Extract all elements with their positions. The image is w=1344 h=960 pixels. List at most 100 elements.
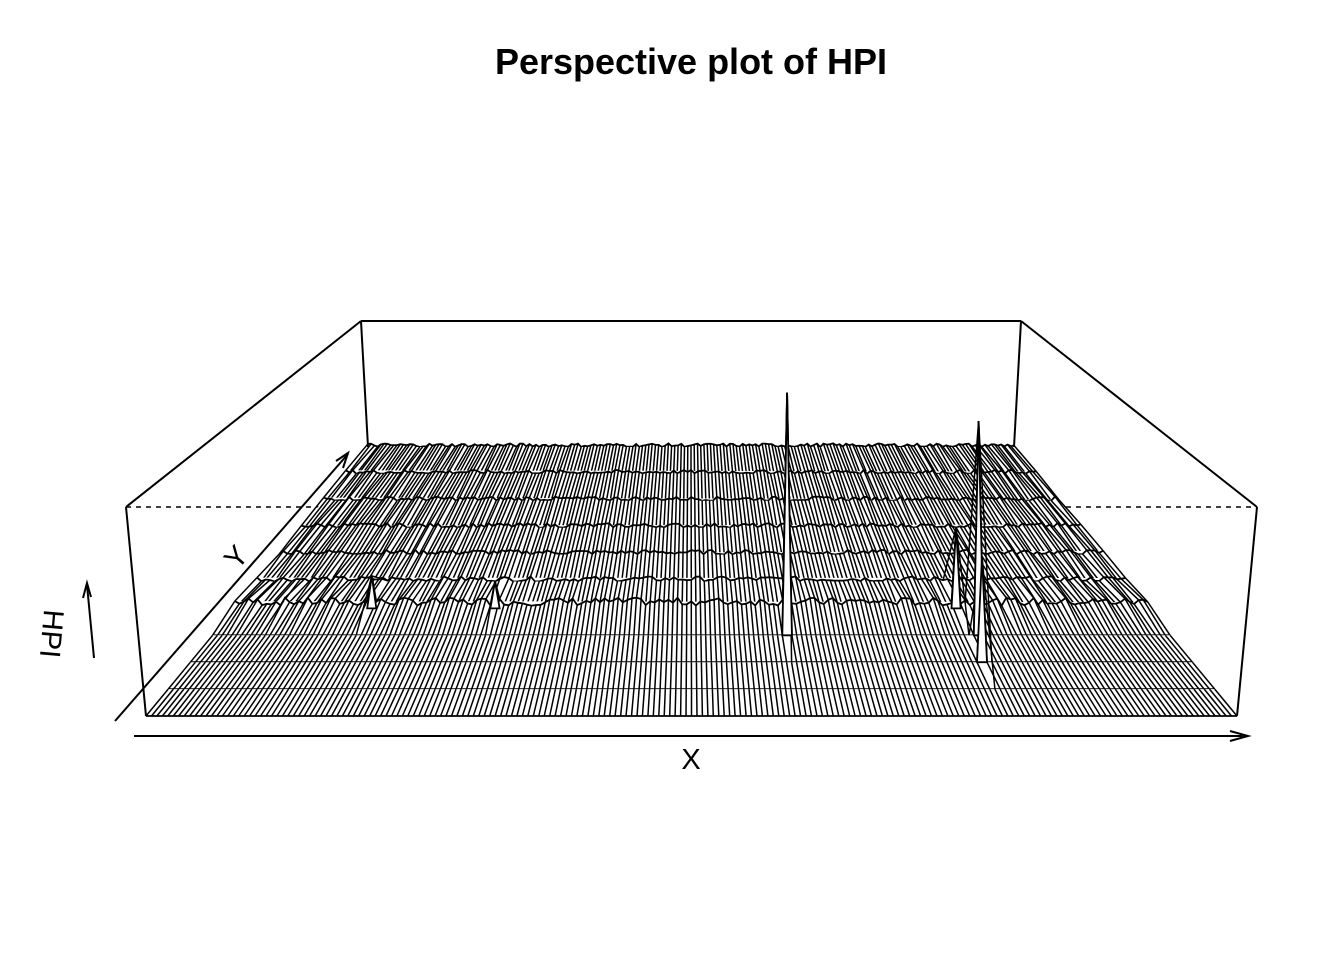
surface-column-line	[334, 661, 352, 690]
surface-column-line	[403, 661, 417, 690]
surface-column-line	[1028, 500, 1051, 526]
surface-column-line	[510, 688, 520, 717]
surface-column-line	[480, 496, 494, 525]
surface-column-line	[962, 688, 976, 717]
surface-column-line	[209, 661, 232, 690]
surface-column-line	[906, 444, 924, 474]
surface-column-line	[597, 445, 605, 474]
surface-column-line	[434, 443, 453, 472]
surface-column-line	[880, 472, 894, 502]
surface-column-line	[363, 473, 385, 499]
surface-column-line	[490, 445, 505, 473]
surface-column-line	[460, 661, 472, 690]
surface-column-line	[711, 549, 714, 580]
surface-column-line	[829, 580, 839, 604]
surface-column-line	[790, 470, 799, 501]
surface-column-line	[1006, 634, 1023, 663]
surface-column-line	[739, 553, 745, 579]
surface-column-line	[605, 635, 611, 663]
surface-column-line	[669, 523, 673, 553]
surface-column-line	[325, 688, 342, 717]
surface-column-line	[252, 580, 275, 603]
surface-column-line	[623, 599, 629, 636]
surface-column-line	[769, 473, 777, 497]
surface-column-line	[601, 662, 607, 690]
surface-column-line	[410, 526, 427, 555]
surface-column-line	[1020, 551, 1040, 582]
surface-column-line	[525, 523, 537, 552]
surface-column-line	[1053, 526, 1075, 553]
surface-column-line	[859, 499, 872, 524]
surface-column-line	[542, 526, 552, 554]
surface-column-line	[702, 527, 705, 555]
surface-column-line	[986, 526, 1005, 555]
surface-column-line	[1032, 554, 1053, 577]
surface-column-line	[269, 553, 293, 581]
plot-box	[125, 320, 1258, 717]
surface-column-line	[298, 661, 317, 690]
surface-column-line	[988, 497, 1008, 525]
surface-column-line	[696, 443, 699, 472]
surface-column-line	[1053, 553, 1074, 579]
surface-column-line	[889, 523, 903, 555]
surface-column-line	[1038, 580, 1058, 605]
surface-column-line	[660, 471, 665, 501]
surface-column-line	[416, 578, 432, 606]
surface-column-line	[402, 496, 420, 526]
box-front-left-edge	[125, 506, 147, 717]
surface-column-line	[619, 689, 625, 717]
surface-column-line	[679, 443, 683, 472]
surface-column-line	[284, 634, 305, 663]
surface-column-line	[932, 524, 948, 554]
surface-row-fill	[190, 557, 1193, 663]
surface-column-line	[887, 472, 902, 498]
surface-column-line	[957, 688, 971, 717]
surface-column-line	[980, 496, 1000, 528]
surface-column-line	[321, 550, 342, 579]
surface-column-line	[455, 527, 470, 555]
surface-column-line	[257, 578, 280, 600]
surface-column-line	[845, 662, 855, 690]
surface-column-line	[888, 500, 903, 525]
y-axis-arrow	[114, 453, 349, 722]
surface-column-line	[800, 444, 810, 472]
surface-column-line	[277, 661, 297, 690]
surface-column-line	[541, 444, 553, 473]
surface-column-line	[335, 499, 358, 529]
surface-column-line	[863, 550, 875, 582]
surface-column-line	[343, 576, 362, 603]
surface-column-line	[598, 688, 604, 717]
surface-column-line	[543, 688, 551, 717]
surface-column-line	[315, 527, 338, 555]
surface-column-line	[445, 688, 457, 717]
surface-column-line	[1020, 688, 1036, 717]
surface-column-line	[314, 661, 332, 690]
surface-column-line	[1045, 526, 1067, 551]
surface-column-line	[841, 497, 852, 527]
surface-column-line	[1001, 605, 1018, 636]
surface-column-line	[766, 471, 773, 498]
surface-column-line	[516, 688, 525, 717]
surface-column-line	[524, 444, 537, 472]
z-axis-arrowhead	[82, 579, 92, 599]
surface-column-line	[646, 471, 651, 498]
surface-column-line	[607, 551, 614, 579]
surface-column-line	[408, 661, 422, 690]
surface-column-line	[991, 661, 1007, 690]
surface-column-line	[1046, 661, 1064, 690]
surface-column-line	[528, 473, 540, 498]
surface-column-line	[921, 472, 938, 499]
surface-column-line	[450, 635, 463, 663]
surface-column-line	[396, 688, 410, 717]
surface-column-line	[592, 688, 599, 717]
surface-column-line	[771, 496, 778, 528]
surface-column-line	[772, 552, 779, 579]
surface-column-line	[466, 472, 482, 498]
surface-column-line	[390, 443, 411, 473]
surface-column-line	[576, 688, 583, 717]
surface-column-line	[378, 500, 398, 528]
surface-column-line	[230, 661, 252, 690]
surface-column-line	[255, 601, 277, 636]
surface-column-line	[640, 577, 645, 600]
surface-column-line	[915, 688, 927, 717]
